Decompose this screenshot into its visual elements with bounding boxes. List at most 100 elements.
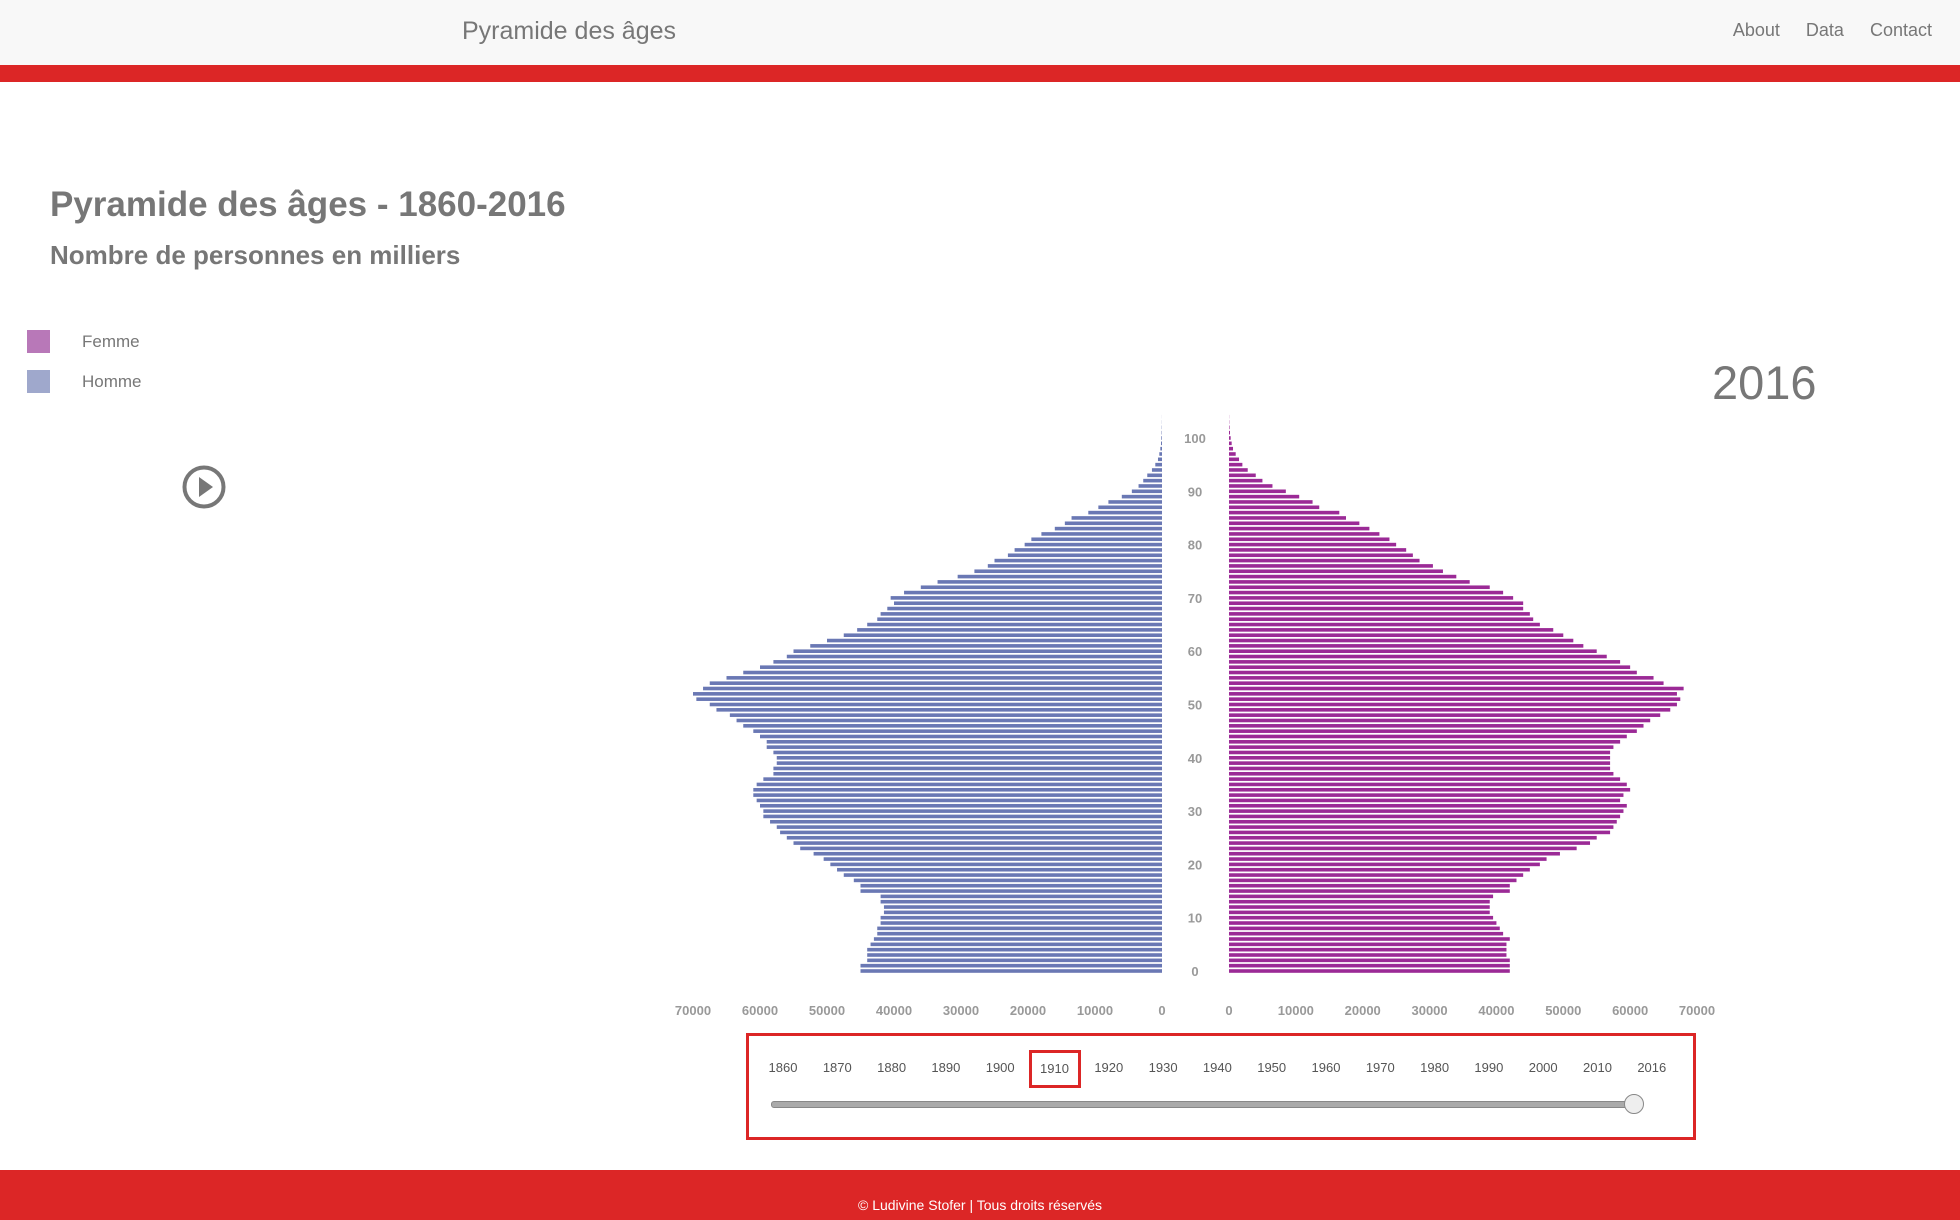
bar-homme-age-20 bbox=[830, 862, 1162, 867]
population-pyramid-chart: 0 10 20 30 40 50 60 70 80 90 100 70000 60000 50000 40… bbox=[675, 414, 1715, 1018]
bar-homme-age-83 bbox=[1054, 526, 1162, 531]
timeline-year-1920[interactable]: 1920 bbox=[1094, 1060, 1124, 1075]
year-slider-handle[interactable] bbox=[1624, 1094, 1644, 1114]
legend-label-homme: Homme bbox=[82, 372, 142, 391]
bar-femme-age-94 bbox=[1229, 468, 1248, 472]
bar-femme-age-34 bbox=[1229, 787, 1631, 792]
bar-homme-age-8 bbox=[877, 926, 1162, 931]
nav-links: About Data Contact bbox=[1733, 20, 1932, 41]
nav-data-link[interactable]: Data bbox=[1805, 20, 1844, 40]
timeline-year-1870[interactable]: 1870 bbox=[822, 1060, 852, 1075]
bar-homme-age-40 bbox=[776, 756, 1162, 760]
bar-homme-age-75 bbox=[974, 569, 1162, 574]
bar-femme-age-29 bbox=[1229, 814, 1621, 819]
bar-femme-age-13 bbox=[1229, 899, 1490, 904]
bar-femme-age-42 bbox=[1229, 745, 1614, 749]
bar-homme-age-79 bbox=[1014, 548, 1162, 552]
x-tick-label: 10000 bbox=[1077, 1003, 1113, 1018]
bar-homme-age-41 bbox=[773, 750, 1162, 755]
year-slider-track[interactable] bbox=[771, 1101, 1635, 1108]
bar-femme-age-92 bbox=[1229, 478, 1263, 483]
bar-femme-age-25 bbox=[1229, 835, 1597, 840]
bar-femme-age-75 bbox=[1229, 569, 1443, 574]
bar-homme-age-56 bbox=[743, 670, 1162, 675]
bar-homme-age-44 bbox=[760, 734, 1162, 739]
bar-femme-age-48 bbox=[1229, 713, 1661, 717]
bar-femme-age-67 bbox=[1229, 612, 1530, 616]
bar-homme-age-23 bbox=[800, 846, 1162, 851]
timeline-year-1950[interactable]: 1950 bbox=[1257, 1060, 1287, 1075]
bar-homme-age-46 bbox=[743, 724, 1162, 728]
bar-homme-age-93 bbox=[1147, 473, 1162, 478]
timeline-year-1890[interactable]: 1890 bbox=[931, 1060, 961, 1075]
bar-homme-age-29 bbox=[763, 814, 1162, 819]
bar-homme-age-78 bbox=[1007, 553, 1162, 558]
x-tick-label: 20000 bbox=[1010, 1003, 1046, 1018]
bar-femme-age-79 bbox=[1229, 548, 1407, 552]
nav-contact-link[interactable]: Contact bbox=[1869, 20, 1932, 40]
bar-homme-age-0 bbox=[860, 969, 1162, 973]
bar-homme-age-39 bbox=[776, 761, 1162, 765]
timeline-year-1990[interactable]: 1990 bbox=[1474, 1060, 1504, 1075]
timeline-year-1860[interactable]: 1860 bbox=[768, 1060, 798, 1075]
timeline-year-2000[interactable]: 2000 bbox=[1528, 1060, 1558, 1075]
population-axis: 70000 60000 50000 40000 30000 20000 10000 0 0 100… bbox=[675, 1003, 1715, 1018]
x-tick-label: 60000 bbox=[1612, 1003, 1648, 1018]
age-axis: 0 10 20 30 40 50 60 70 80 90 100 bbox=[1184, 431, 1206, 979]
nav-about-link[interactable]: About bbox=[1732, 20, 1780, 40]
bar-homme-age-5 bbox=[870, 942, 1162, 947]
bar-femme-age-35 bbox=[1229, 782, 1627, 787]
bar-femme-age-23 bbox=[1229, 846, 1577, 851]
x-tick-label: 40000 bbox=[876, 1003, 912, 1018]
bar-femme-age-65 bbox=[1229, 622, 1540, 627]
bar-homme-age-81 bbox=[1031, 537, 1162, 542]
bar-homme-age-64 bbox=[857, 628, 1162, 632]
bar-femme-age-4 bbox=[1229, 947, 1507, 952]
timeline-year-1980[interactable]: 1980 bbox=[1420, 1060, 1450, 1075]
timeline-year-1930[interactable]: 1930 bbox=[1148, 1060, 1178, 1075]
timeline-year-2016[interactable]: 2016 bbox=[1637, 1060, 1667, 1075]
x-tick-label: 20000 bbox=[1345, 1003, 1381, 1018]
bar-homme-age-98 bbox=[1160, 446, 1162, 451]
timeline-year-1970[interactable]: 1970 bbox=[1365, 1060, 1395, 1075]
bar-femme-age-21 bbox=[1229, 857, 1547, 861]
bar-homme-age-19 bbox=[837, 867, 1162, 872]
bar-homme-age-87 bbox=[1098, 505, 1162, 510]
age-tick-label: 40 bbox=[1188, 751, 1202, 766]
age-tick-label: 10 bbox=[1188, 911, 1202, 926]
timeline-year-1940[interactable]: 1940 bbox=[1202, 1060, 1232, 1075]
bar-femme-age-91 bbox=[1229, 484, 1273, 488]
timeline-year-2010[interactable]: 2010 bbox=[1583, 1060, 1612, 1075]
x-tick-label: 50000 bbox=[1545, 1003, 1581, 1018]
x-tick-label: 70000 bbox=[675, 1003, 711, 1018]
timeline-year-1910[interactable]: 1910 bbox=[1028, 1050, 1081, 1088]
timeline-year-1960[interactable]: 1960 bbox=[1311, 1060, 1341, 1075]
bar-femme-age-41 bbox=[1229, 750, 1611, 755]
bar-homme-age-77 bbox=[994, 558, 1162, 563]
bar-homme-age-88 bbox=[1108, 500, 1162, 504]
bar-femme-age-37 bbox=[1229, 771, 1614, 776]
x-tick-label: 60000 bbox=[742, 1003, 778, 1018]
footer-text: © Ludivine Stofer | Tous droits réservés bbox=[857, 1197, 1103, 1213]
bar-femme-age-76 bbox=[1229, 564, 1433, 568]
timeline-year-1900[interactable]: 1900 bbox=[985, 1060, 1015, 1075]
timeline-year-1880[interactable]: 1880 bbox=[877, 1060, 907, 1075]
bar-femme-age-49 bbox=[1229, 708, 1671, 712]
bar-homme-age-52 bbox=[693, 692, 1162, 696]
bar-homme-age-82 bbox=[1041, 532, 1162, 536]
play-button[interactable] bbox=[182, 465, 226, 509]
bar-femme-age-50 bbox=[1229, 702, 1677, 707]
bar-femme-age-11 bbox=[1229, 910, 1490, 915]
bar-femme-age-58 bbox=[1229, 660, 1621, 664]
bar-femme-age-54 bbox=[1229, 681, 1664, 685]
bar-femme-age-28 bbox=[1229, 819, 1617, 824]
bar-femme-age-56 bbox=[1229, 670, 1637, 675]
brand-title[interactable]: Pyramide des âges bbox=[462, 17, 677, 45]
bar-femme-age-14 bbox=[1229, 894, 1494, 899]
bar-homme-age-51 bbox=[696, 697, 1162, 701]
bar-homme-age-30 bbox=[763, 809, 1162, 813]
bar-femme-age-93 bbox=[1229, 473, 1256, 478]
bar-femme-age-71 bbox=[1229, 590, 1504, 595]
bar-homme-age-2 bbox=[867, 958, 1162, 963]
bar-femme-age-97 bbox=[1229, 452, 1236, 456]
